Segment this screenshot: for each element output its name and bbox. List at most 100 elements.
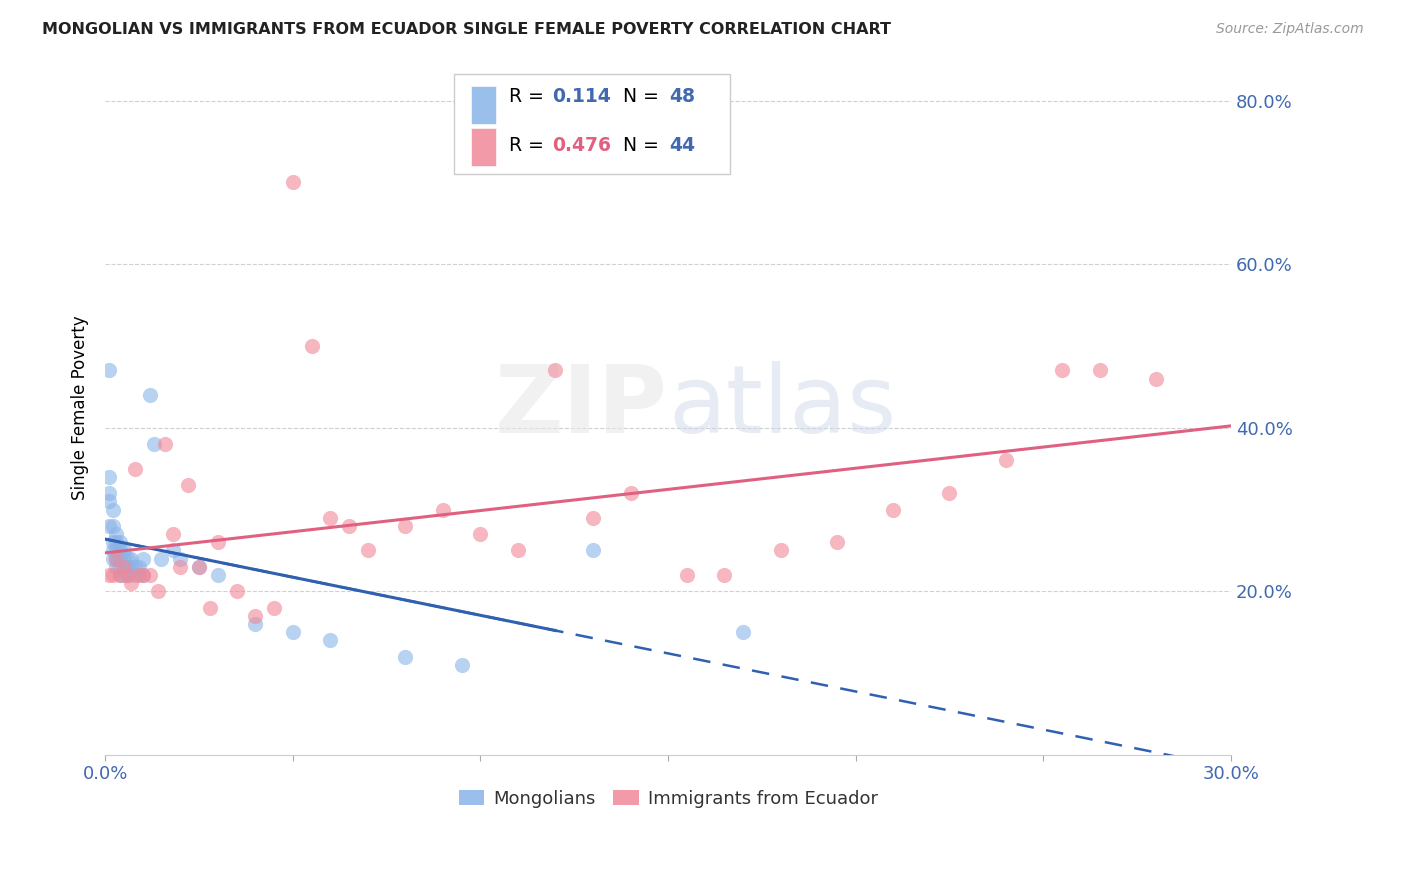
Point [200,600,222,615]
Point [319,633,342,648]
Point [146,584,169,599]
Point [162,543,184,558]
Point [769,543,792,558]
Text: 44: 44 [669,136,695,154]
Point [177,478,200,492]
Point [394,519,416,533]
Point [155,437,177,451]
Point [731,625,754,640]
Point [263,600,285,615]
Point [97,363,120,377]
Point [1050,363,1073,377]
Point [128,559,150,574]
Point [675,568,697,582]
Point [121,551,143,566]
Point [124,559,146,574]
Point [110,568,132,582]
Point [110,543,132,558]
Point [101,502,124,516]
Point [301,339,323,353]
Point [124,568,146,582]
Point [470,527,492,541]
Text: Source: ZipAtlas.com: Source: ZipAtlas.com [1216,22,1364,37]
Point [188,559,211,574]
Point [117,568,139,582]
Point [188,559,211,574]
Point [143,437,166,451]
Point [97,494,120,508]
Point [882,502,904,516]
Point [281,625,304,640]
Point [121,559,143,574]
Point [207,535,229,549]
Point [357,543,380,558]
Point [112,568,135,582]
Point [105,559,128,574]
Point [162,527,184,541]
Point [117,559,139,574]
Point [101,535,124,549]
Point [105,543,128,558]
Point [97,486,120,500]
Point [225,584,247,599]
Point [713,568,735,582]
Point [101,551,124,566]
Point [245,617,267,632]
Point [110,535,132,549]
Legend: Mongolians, Immigrants from Ecuador: Mongolians, Immigrants from Ecuador [451,783,884,815]
Point [337,519,360,533]
Point [132,568,155,582]
Point [938,486,960,500]
Text: N =: N = [610,87,665,106]
Point [450,657,472,672]
Point [97,519,120,533]
Point [825,535,848,549]
Text: ZIP: ZIP [495,361,668,453]
Point [394,649,416,664]
Point [110,559,132,574]
Point [101,568,124,582]
Point [124,461,146,475]
Point [432,502,454,516]
Text: 0.476: 0.476 [553,136,612,154]
Point [101,543,124,558]
Point [1088,363,1111,377]
Text: N =: N = [610,136,665,154]
Point [105,535,128,549]
Point [169,551,191,566]
Point [105,551,128,566]
Point [117,568,139,582]
Text: R =: R = [509,136,550,154]
Point [169,559,191,574]
Point [207,568,229,582]
Text: atlas: atlas [668,361,896,453]
Point [506,543,529,558]
Point [582,510,605,524]
Point [319,510,342,524]
Y-axis label: Single Female Poverty: Single Female Poverty [72,315,89,500]
FancyBboxPatch shape [471,128,496,166]
Point [105,527,128,541]
Point [150,551,173,566]
Point [1144,371,1167,385]
Point [582,543,605,558]
Point [121,576,143,591]
Point [245,608,267,623]
Text: MONGOLIAN VS IMMIGRANTS FROM ECUADOR SINGLE FEMALE POVERTY CORRELATION CHART: MONGOLIAN VS IMMIGRANTS FROM ECUADOR SIN… [42,22,891,37]
Point [132,551,155,566]
FancyBboxPatch shape [471,86,496,124]
Point [281,175,304,189]
Point [97,568,120,582]
FancyBboxPatch shape [454,73,730,174]
Point [110,568,132,582]
Text: 0.114: 0.114 [553,87,610,106]
Point [112,559,135,574]
Text: R =: R = [509,87,550,106]
Point [132,568,155,582]
Point [619,486,641,500]
Point [139,568,162,582]
Point [97,470,120,484]
Point [105,551,128,566]
Point [110,551,132,566]
Point [112,543,135,558]
